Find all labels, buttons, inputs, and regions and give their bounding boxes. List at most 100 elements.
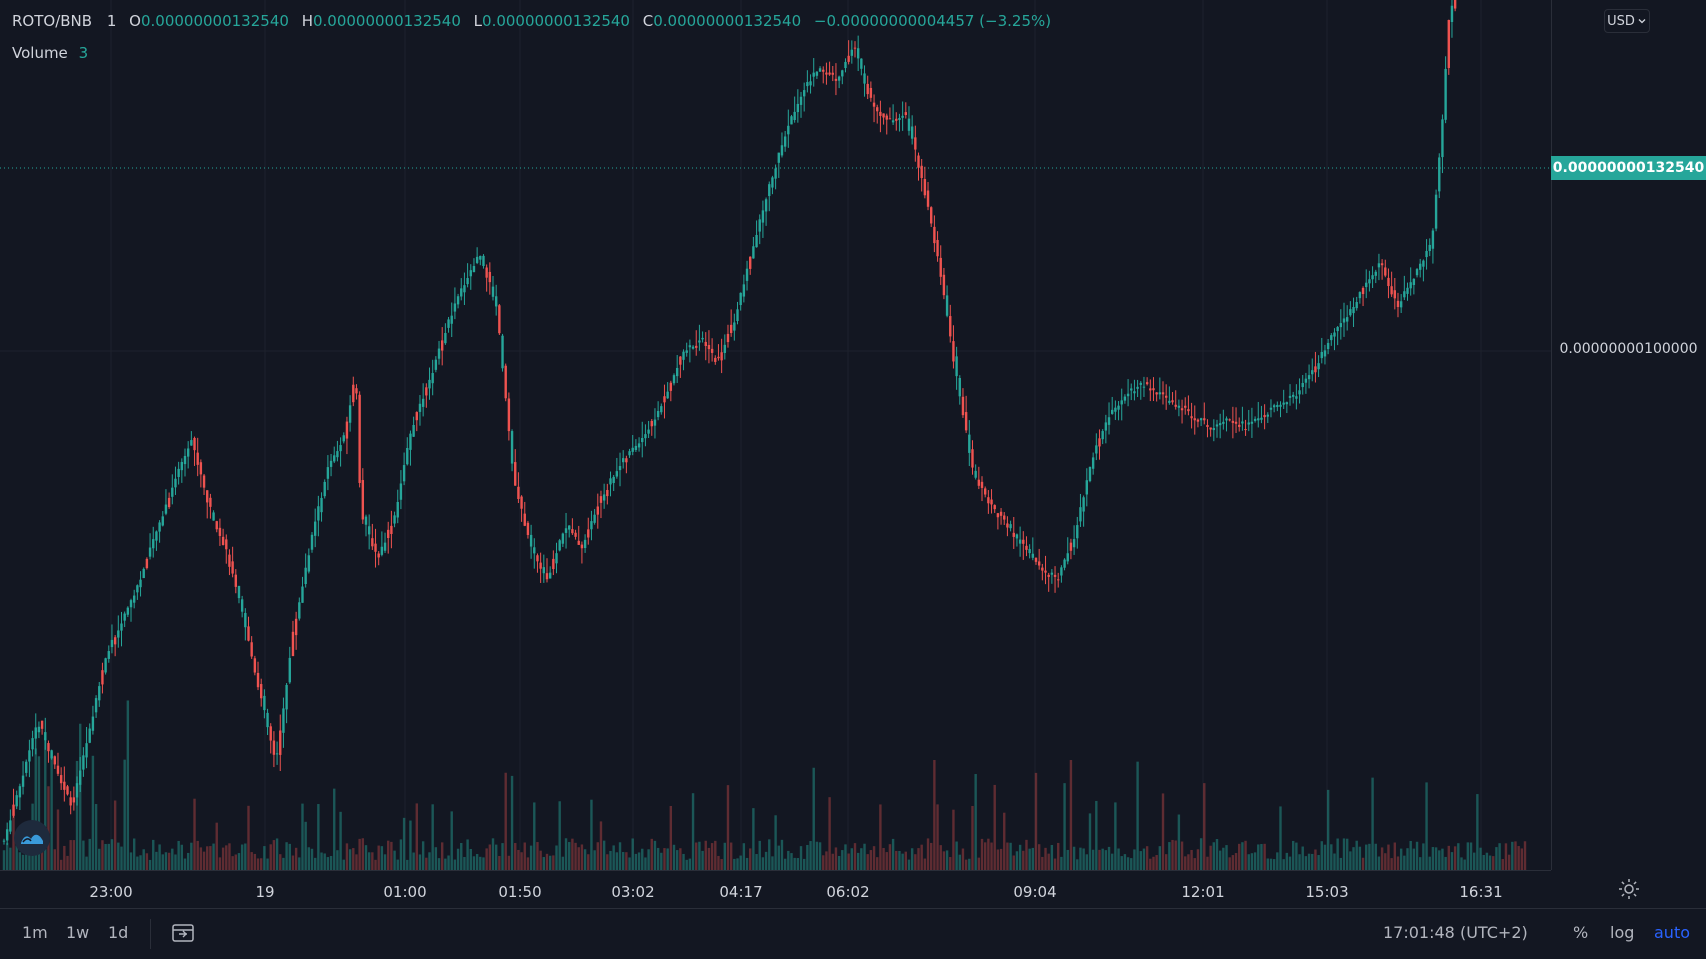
volume-bar [745, 857, 749, 870]
volume-bar [1107, 846, 1111, 870]
candle-body [50, 750, 53, 759]
volume-bar [1279, 806, 1282, 870]
candle [641, 421, 644, 458]
candle [523, 501, 526, 527]
candle [621, 450, 625, 469]
candle [221, 528, 225, 546]
candle-body [9, 820, 12, 832]
candle [240, 595, 244, 618]
volume-bar [282, 857, 285, 870]
candle-body [939, 257, 942, 277]
go-to-date-icon[interactable] [170, 921, 196, 945]
candle-body [1285, 402, 1289, 405]
candle-body [329, 460, 333, 467]
volume-bar [1466, 842, 1470, 870]
volume-bar [752, 808, 755, 870]
percent-toggle[interactable]: % [1573, 923, 1589, 942]
candle [352, 376, 355, 407]
volume-bar [1133, 849, 1136, 870]
clock[interactable]: 17:01:48 (UTC+2) [1383, 923, 1528, 942]
candle-body [1142, 386, 1146, 388]
candle [749, 256, 752, 275]
candle-body [91, 716, 95, 731]
candle [828, 61, 831, 76]
candle-body [1339, 323, 1343, 328]
candle [209, 493, 212, 519]
candle-body [1231, 420, 1235, 423]
currency-selector[interactable]: USD [1604, 9, 1650, 33]
volume-bar [952, 809, 955, 870]
candle-body [1295, 396, 1298, 399]
candle [1279, 401, 1282, 418]
candle [1193, 405, 1196, 435]
interval-button-1m[interactable]: 1m [22, 923, 48, 942]
candle-body [558, 540, 561, 551]
volume-bar [850, 848, 854, 870]
close-value: 0.00000000132540 [653, 12, 802, 30]
volume-legend[interactable]: Volume 3 [12, 44, 88, 62]
interval-label[interactable]: 1 [106, 12, 117, 30]
volume-bar [66, 855, 69, 870]
volume-bar [1444, 856, 1447, 870]
volume-bar [63, 845, 66, 870]
candle-body [1158, 392, 1162, 395]
candle-body [345, 421, 349, 439]
log-toggle[interactable]: log [1610, 923, 1635, 942]
candle [1377, 253, 1381, 281]
candle-body [25, 761, 28, 773]
candle-body [352, 384, 355, 403]
candle [618, 452, 622, 487]
interval-button-1w[interactable]: 1w [66, 923, 90, 942]
volume-bar [285, 842, 288, 870]
candle-body [399, 483, 403, 500]
candle [1184, 397, 1187, 415]
symbol-name[interactable]: ROTO/BNB [12, 12, 93, 30]
candle-body [1168, 400, 1171, 403]
volume-bar [431, 804, 434, 870]
interval-button-1d[interactable]: 1d [108, 923, 129, 942]
candle [494, 284, 498, 316]
gear-icon[interactable] [1617, 877, 1641, 901]
volume-bar [1149, 858, 1152, 870]
time-axis[interactable]: 23:00 19 01:00 01:50 03:02 04:17 06:02 0… [0, 870, 1551, 909]
candle [844, 58, 847, 73]
candle [1333, 328, 1336, 351]
volume-bar [869, 850, 873, 870]
candle [1419, 258, 1422, 278]
volume-bar [37, 756, 41, 870]
volume-bar [1101, 848, 1104, 870]
candle-body [1377, 263, 1381, 268]
candle-body [618, 466, 622, 471]
volume-bar [1212, 842, 1216, 870]
volume-bar [1488, 855, 1492, 870]
candle [336, 440, 339, 462]
volume-bar [1136, 761, 1139, 870]
volume-bar [691, 793, 695, 870]
candle-body [609, 478, 612, 485]
volume-bar [799, 846, 803, 870]
volume-bar [1441, 848, 1444, 870]
auto-toggle[interactable]: auto [1654, 923, 1691, 942]
candle [1022, 531, 1025, 560]
candle-body [631, 447, 634, 452]
volume-bar [123, 759, 126, 870]
time-tick: 01:00 [383, 883, 427, 901]
candle-body [539, 562, 542, 569]
candle [914, 125, 917, 162]
volume-bar [1184, 856, 1187, 870]
volume-bar [1425, 782, 1428, 870]
candle-body [596, 506, 599, 515]
candle-body [342, 435, 345, 442]
candle [736, 301, 739, 325]
candle [25, 759, 28, 777]
volume-bar [520, 852, 523, 870]
candle-body [1425, 250, 1428, 258]
candle [1349, 301, 1352, 317]
price-chart[interactable] [0, 0, 1551, 870]
brand-logo[interactable] [14, 820, 50, 856]
candle-body [568, 525, 571, 530]
candle-body [688, 345, 692, 348]
volume-bar [56, 809, 60, 870]
price-axis[interactable] [1551, 0, 1706, 870]
volume-bar [1196, 849, 1200, 870]
